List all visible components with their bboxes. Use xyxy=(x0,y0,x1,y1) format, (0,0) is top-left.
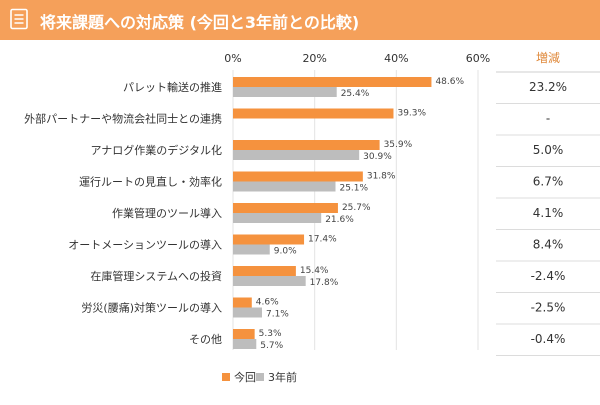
legend-swatch-current xyxy=(222,373,230,381)
value-label-current: 15.4% xyxy=(300,266,329,276)
legend-label-3years-ago: 3年前 xyxy=(268,370,297,384)
value-label-current: 35.9% xyxy=(384,140,413,150)
value-label-current: 39.3% xyxy=(397,109,426,119)
diff-value: -2.5% xyxy=(531,301,566,315)
bar-3years-ago xyxy=(233,181,336,192)
value-label-3years-ago: 7.1% xyxy=(266,310,289,320)
category-label: 労災(腰痛)対策ツールの導入 xyxy=(81,301,222,315)
category-label: 作業管理のツール導入 xyxy=(112,206,222,220)
diff-value: - xyxy=(546,112,550,126)
bar-3years-ago xyxy=(233,276,306,286)
category-label: パレット輸送の推進 xyxy=(123,80,222,94)
value-label-current: 4.6% xyxy=(256,298,279,308)
value-label-current: 31.8% xyxy=(367,172,396,182)
category-label: アナログ作業のデジタル化 xyxy=(90,143,222,157)
bar-current xyxy=(233,234,305,245)
bar-current xyxy=(233,266,296,276)
bar-current xyxy=(233,108,394,119)
value-label-current: 25.7% xyxy=(342,203,371,213)
bar-current xyxy=(233,329,255,339)
value-label-3years-ago: 9.0% xyxy=(274,247,297,257)
legend-swatch-3years-ago xyxy=(256,373,264,381)
x-tick-label: 60% xyxy=(466,52,490,65)
bar-3years-ago xyxy=(233,339,257,349)
value-label-3years-ago: 5.7% xyxy=(260,341,283,351)
bar-current xyxy=(233,77,432,87)
category-label: オートメーションツールの導入 xyxy=(68,238,222,252)
diff-value: 8.4% xyxy=(533,238,564,252)
value-label-3years-ago: 25.1% xyxy=(339,184,368,194)
diff-value: -0.4% xyxy=(531,332,566,346)
bar-3years-ago xyxy=(233,244,270,255)
bar-3years-ago xyxy=(233,307,262,318)
category-label: 在庫管理システムへの投資 xyxy=(90,269,222,283)
bar-current xyxy=(233,140,380,150)
value-label-current: 5.3% xyxy=(259,329,282,339)
bar-current xyxy=(233,297,252,308)
diff-value: 23.2% xyxy=(529,80,567,94)
diff-value: 4.1% xyxy=(533,206,564,220)
diff-value: 6.7% xyxy=(533,175,564,189)
value-label-3years-ago: 17.8% xyxy=(310,278,339,288)
value-label-current: 48.6% xyxy=(435,77,464,87)
diff-value: 5.0% xyxy=(533,143,564,157)
bar-3years-ago xyxy=(233,213,322,223)
diff-value: -2.4% xyxy=(531,269,566,283)
x-tick-label: 40% xyxy=(384,52,408,65)
value-label-3years-ago: 21.6% xyxy=(325,215,354,225)
document-list-icon xyxy=(10,8,28,30)
legend-label-current: 今回 xyxy=(234,370,256,384)
x-tick-label: 0% xyxy=(224,52,241,65)
value-label-current: 17.4% xyxy=(308,235,337,245)
value-label-3years-ago: 30.9% xyxy=(363,152,392,162)
value-label-3years-ago: 25.4% xyxy=(341,89,370,99)
category-label: 外部パートナーや物流会社同士との連携 xyxy=(24,112,222,126)
bar-3years-ago xyxy=(233,87,337,97)
category-label: その他 xyxy=(189,333,222,346)
bar-current xyxy=(233,203,338,213)
chart-header: 将来課題への対応策 (今回と3年前との比較) xyxy=(0,0,600,40)
x-tick-label: 20% xyxy=(302,52,326,65)
diff-header: 増減 xyxy=(536,50,560,65)
category-label: 運行ルートの見直し・効率化 xyxy=(79,175,222,189)
bar-current xyxy=(233,171,363,182)
bar-3years-ago xyxy=(233,150,360,160)
chart-title: 将来課題への対応策 (今回と3年前との比較) xyxy=(40,13,360,32)
